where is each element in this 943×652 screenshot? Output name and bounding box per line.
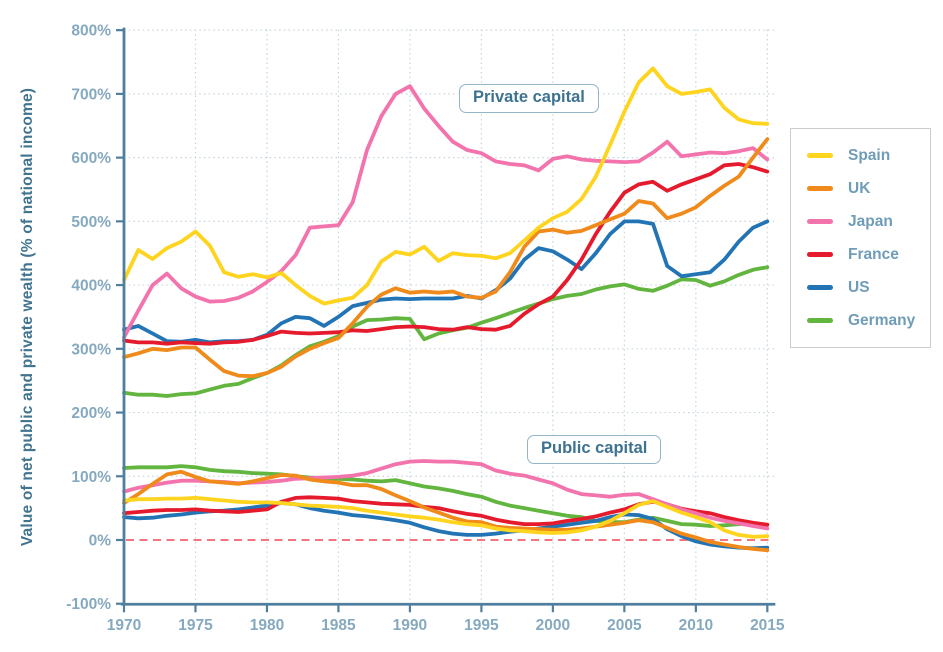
series-line-public-spain — [122, 496, 770, 539]
x-tick-label: 1990 — [393, 617, 427, 634]
series-line-private-france — [122, 162, 770, 346]
legend-swatch-france — [807, 252, 833, 257]
x-tick-label: 2010 — [679, 617, 713, 634]
legend-item-france: France — [807, 238, 930, 271]
annotation-public-capital: Public capital — [527, 435, 662, 464]
legend-label-japan: Japan — [848, 212, 893, 230]
legend-item-spain: Spain — [807, 139, 930, 172]
legend-item-us: US — [807, 271, 930, 304]
y-tick-label: 300% — [71, 341, 111, 358]
y-tick-label: 400% — [71, 278, 111, 295]
legend-item-uk: UK — [807, 172, 930, 205]
series-line-private-us — [122, 219, 770, 345]
x-tick-label: 2005 — [607, 617, 642, 634]
y-tick-label: -100% — [66, 596, 111, 613]
legend: Spain UK Japan France US Germany — [790, 128, 931, 348]
legend-item-germany: Germany — [807, 304, 930, 337]
annotation-private-capital: Private capital — [459, 84, 599, 113]
legend-swatch-uk — [807, 186, 833, 191]
legend-label-spain: Spain — [848, 146, 891, 164]
x-tick-label: 2000 — [536, 617, 570, 634]
x-tick-label: 2015 — [750, 617, 785, 634]
series-line-public-germany — [122, 464, 770, 528]
y-tick-label: 500% — [71, 214, 111, 231]
y-axis-title: Value of net public and private wealth (… — [19, 87, 36, 547]
legend-swatch-spain — [807, 153, 833, 158]
series-line-public-uk — [122, 469, 770, 553]
legend-swatch-germany — [807, 318, 833, 323]
x-tick-label: 1985 — [321, 617, 356, 634]
x-tick-label: 1980 — [250, 617, 284, 634]
legend-swatch-us — [807, 285, 833, 290]
x-tick-label: 1975 — [178, 617, 213, 634]
y-tick-label: 200% — [71, 405, 111, 422]
y-tick-label: 700% — [71, 86, 111, 103]
legend-item-japan: Japan — [807, 205, 930, 238]
legend-label-germany: Germany — [848, 311, 916, 329]
legend-swatch-japan — [807, 219, 833, 224]
y-tick-label: 100% — [71, 469, 111, 486]
series-line-private-spain — [122, 66, 770, 306]
series-line-private-uk — [122, 137, 770, 379]
y-tick-label: 800% — [71, 23, 111, 40]
series-line-private-germany — [122, 265, 770, 398]
x-tick-label: 1995 — [464, 617, 499, 634]
legend-label-us: US — [848, 278, 870, 296]
series-line-private-japan — [122, 84, 770, 340]
y-tick-label: 0% — [89, 533, 112, 550]
legend-label-france: France — [848, 245, 899, 263]
legend-label-uk: UK — [848, 179, 871, 197]
x-tick-label: 1970 — [107, 617, 141, 634]
y-tick-label: 600% — [71, 150, 111, 167]
